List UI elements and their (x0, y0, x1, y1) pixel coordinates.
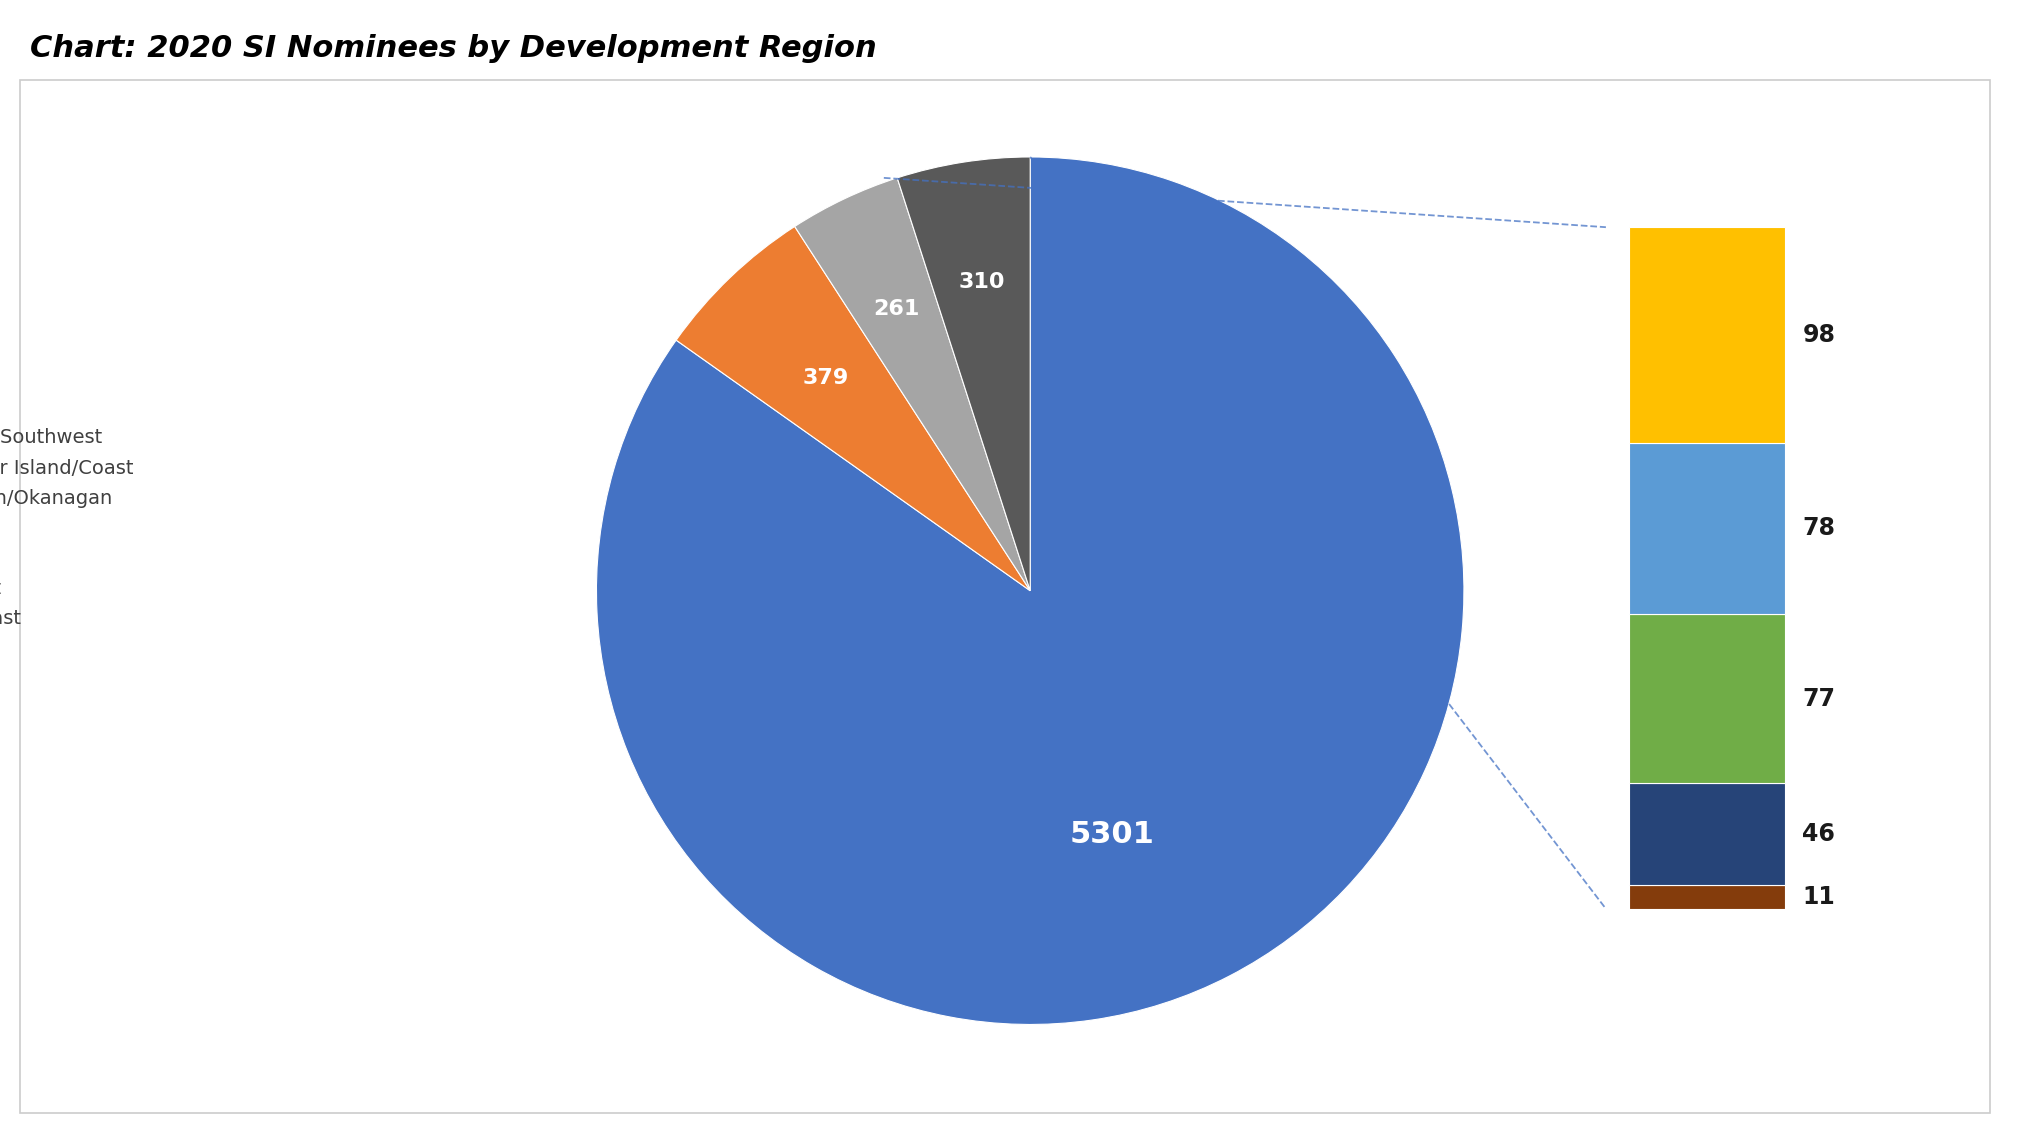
Bar (1628, 784, 1786, 885)
Text: Chart: 2020 SI Nominees by Development Region: Chart: 2020 SI Nominees by Development R… (30, 34, 877, 64)
Text: 5301: 5301 (1071, 820, 1155, 849)
Text: 261: 261 (873, 299, 919, 318)
Wedge shape (897, 157, 1030, 591)
Text: 98: 98 (1802, 323, 1836, 346)
Text: 379: 379 (802, 368, 848, 387)
Legend: Mainland/Southwest, Vancouver Island/Coast, Thompson/Okanagan, Cariboo, Kootenay: Mainland/Southwest, Vancouver Island/Coa… (0, 428, 133, 658)
Bar (1628, 443, 1786, 615)
Bar (1628, 227, 1786, 443)
Wedge shape (677, 226, 1030, 591)
Bar (1628, 615, 1786, 784)
Text: 77: 77 (1802, 687, 1836, 711)
Text: 11: 11 (1802, 885, 1834, 909)
Wedge shape (596, 157, 1464, 1025)
Wedge shape (794, 178, 1030, 591)
Bar (1628, 885, 1786, 909)
Text: 46: 46 (1802, 822, 1836, 846)
Text: 310: 310 (960, 273, 1006, 292)
Text: 78: 78 (1802, 517, 1836, 541)
